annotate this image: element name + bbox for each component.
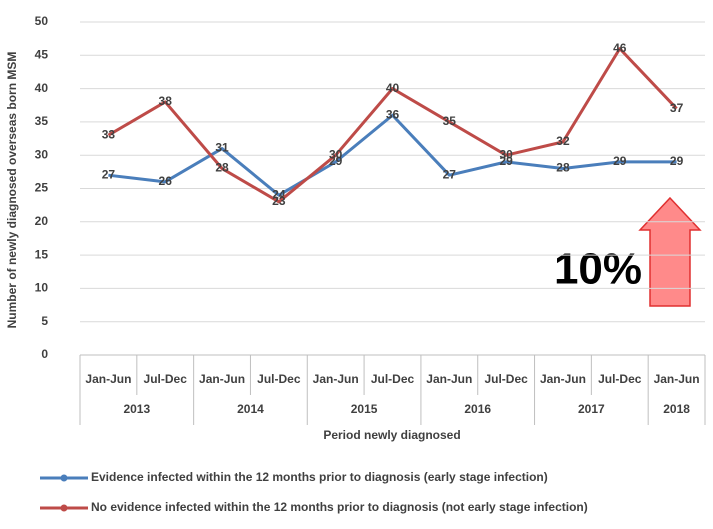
data-label: 27 [102, 167, 116, 181]
x-tick-label: Jan-Jun [85, 372, 131, 386]
data-label: 29 [613, 154, 627, 168]
y-tick-label: 40 [35, 81, 49, 95]
y-tick-label: 25 [35, 181, 49, 195]
data-label: 38 [159, 94, 173, 108]
data-label: 28 [556, 161, 570, 175]
data-label: 37 [670, 101, 684, 115]
group-label: 2017 [578, 402, 605, 416]
data-label: 26 [159, 174, 173, 188]
x-tick-label: Jan-Jun [199, 372, 245, 386]
y-axis-title: Number of newly diagnosed overseas born … [5, 52, 19, 329]
data-label: 30 [499, 147, 513, 161]
x-axis-title: Period newly diagnosed [323, 428, 460, 442]
legend-label: Evidence infected within the 12 months p… [91, 470, 548, 484]
data-label: 46 [613, 41, 627, 55]
data-label: 23 [272, 194, 286, 208]
data-label: 29 [499, 154, 513, 168]
x-tick-label: Jul-Dec [144, 372, 188, 386]
data-label: 31 [215, 141, 229, 155]
data-label: 32 [556, 134, 570, 148]
data-label: 36 [386, 107, 400, 121]
group-label: 2014 [237, 402, 264, 416]
series-line [108, 113, 677, 197]
y-tick-label: 20 [35, 214, 49, 228]
x-tick-label: Jan-Jun [426, 372, 472, 386]
y-tick-label: 0 [41, 347, 48, 361]
y-tick-label: 45 [35, 47, 49, 61]
data-label: 27 [443, 167, 457, 181]
data-label: 35 [443, 114, 457, 128]
data-label: 29 [670, 154, 684, 168]
x-tick-label: Jul-Dec [257, 372, 301, 386]
data-label: 30 [329, 147, 343, 161]
legend-marker [60, 504, 68, 512]
y-tick-label: 30 [35, 147, 49, 161]
group-label: 2015 [351, 402, 378, 416]
x-tick-label: Jul-Dec [371, 372, 415, 386]
annotation: 10% [554, 245, 642, 294]
arrow [638, 196, 702, 307]
x-tick-label: Jul-Dec [598, 372, 642, 386]
data-label: 33 [102, 127, 116, 141]
legend-label: No evidence infected within the 12 month… [91, 500, 588, 514]
data-label: 28 [215, 161, 229, 175]
y-tick-label: 50 [35, 14, 49, 28]
series-line [107, 47, 678, 204]
y-tick-label: 15 [35, 247, 49, 261]
y-tick-label: 10 [35, 281, 49, 295]
legend-marker [60, 474, 68, 482]
group-label: 2018 [663, 402, 690, 416]
y-tick-label: 5 [41, 314, 48, 328]
group-label: 2013 [123, 402, 150, 416]
data-label: 40 [386, 81, 400, 95]
x-tick-label: Jan-Jun [540, 372, 586, 386]
x-tick-label: Jul-Dec [484, 372, 528, 386]
x-tick-label: Jan-Jun [313, 372, 359, 386]
y-tick-label: 35 [35, 114, 49, 128]
group-label: 2016 [464, 402, 491, 416]
x-tick-label: Jan-Jun [654, 372, 700, 386]
